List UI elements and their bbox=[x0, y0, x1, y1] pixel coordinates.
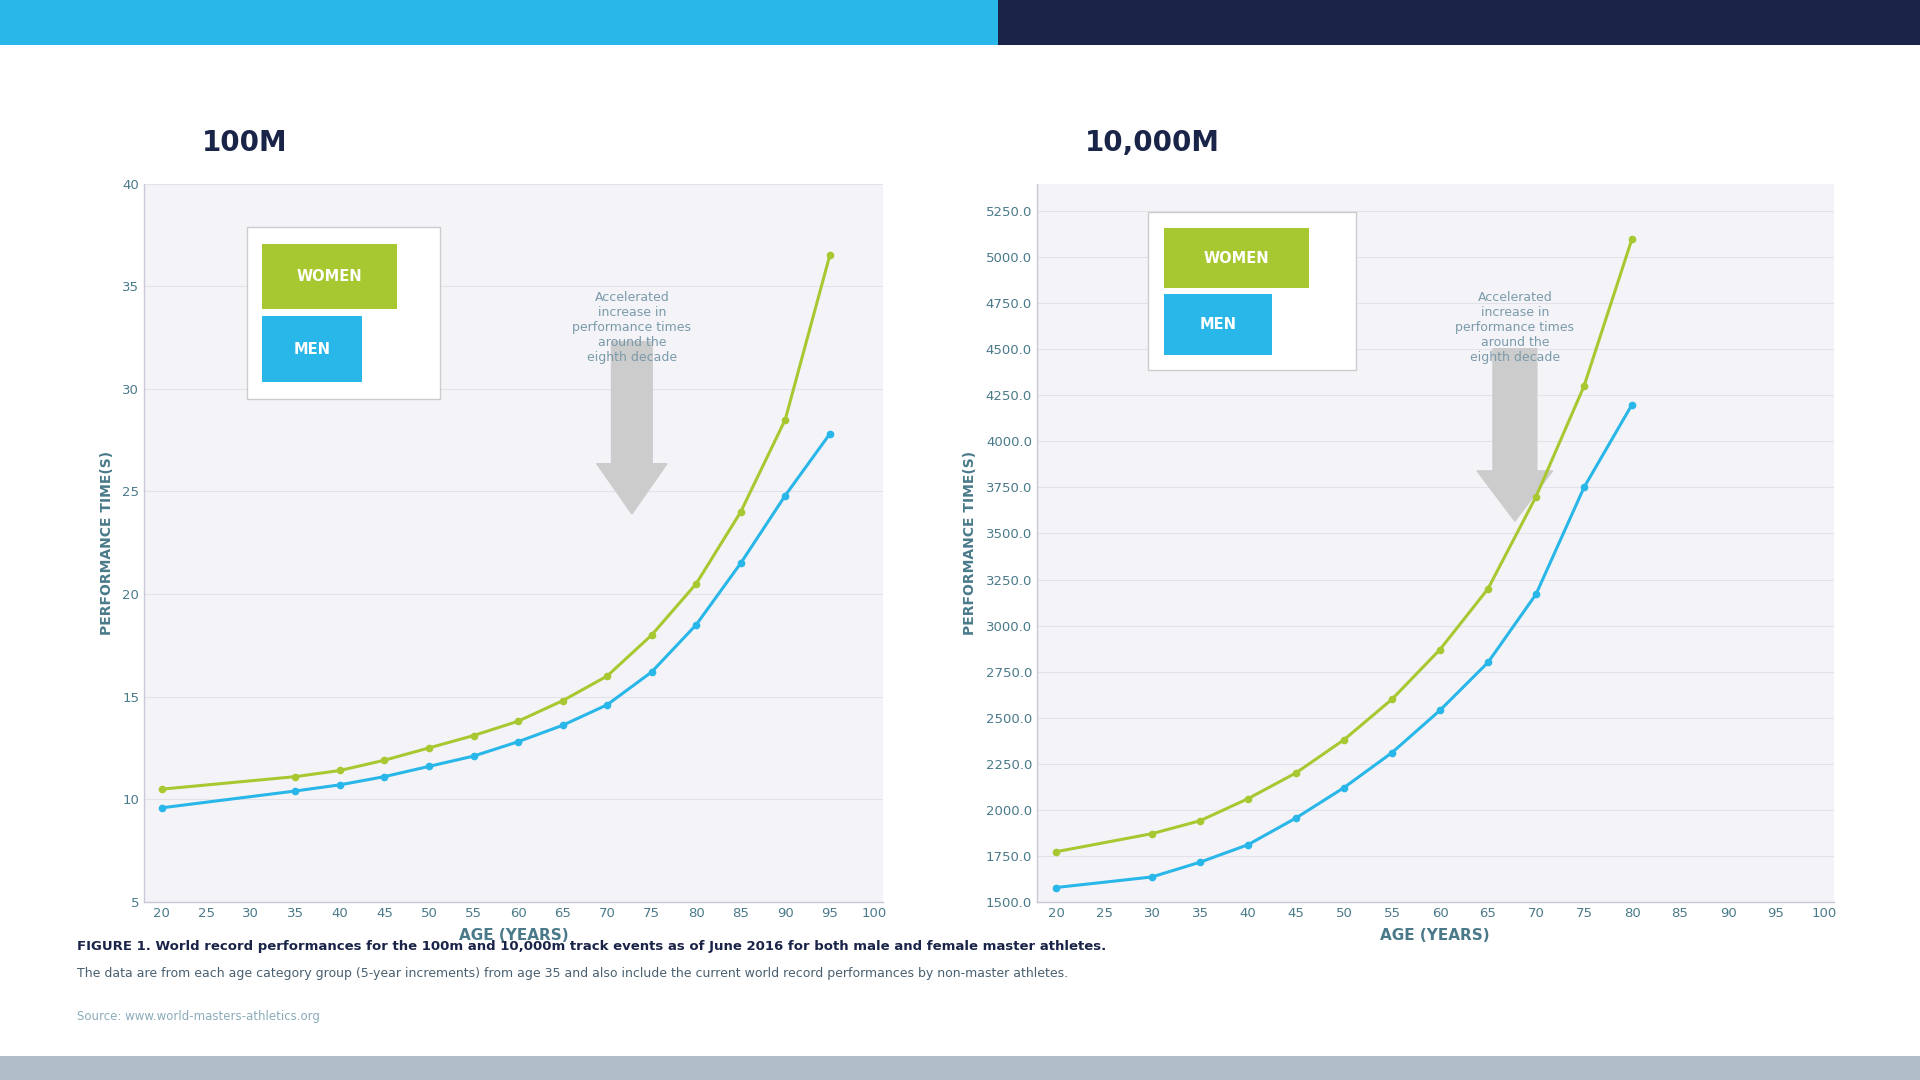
FancyBboxPatch shape bbox=[263, 244, 397, 310]
FancyBboxPatch shape bbox=[248, 227, 440, 399]
Text: FIGURE 1. World record performances for the 100m and 10,000m track events as of : FIGURE 1. World record performances for … bbox=[77, 940, 1106, 953]
Text: MEN: MEN bbox=[1200, 318, 1236, 332]
FancyBboxPatch shape bbox=[1164, 228, 1309, 288]
X-axis label: AGE (YEARS): AGE (YEARS) bbox=[1380, 928, 1490, 943]
Text: WOMEN: WOMEN bbox=[298, 269, 363, 284]
Text: 100M: 100M bbox=[202, 129, 288, 157]
FancyBboxPatch shape bbox=[1164, 295, 1273, 354]
Text: Source: www.world-masters-athletics.org: Source: www.world-masters-athletics.org bbox=[77, 1010, 319, 1023]
Y-axis label: PERFORMANCE TIME(S): PERFORMANCE TIME(S) bbox=[964, 450, 977, 635]
X-axis label: AGE (YEARS): AGE (YEARS) bbox=[459, 928, 568, 943]
FancyArrow shape bbox=[1476, 349, 1553, 522]
Text: Accelerated
increase in
performance times
around the
eighth decade: Accelerated increase in performance time… bbox=[572, 292, 691, 364]
FancyBboxPatch shape bbox=[1148, 213, 1356, 370]
Text: WOMEN: WOMEN bbox=[1204, 251, 1269, 266]
Y-axis label: PERFORMANCE TIME(S): PERFORMANCE TIME(S) bbox=[100, 450, 113, 635]
Text: The data are from each age category group (5-year increments) from age 35 and al: The data are from each age category grou… bbox=[77, 967, 1068, 980]
FancyArrow shape bbox=[597, 341, 666, 514]
Text: 10,000M: 10,000M bbox=[1085, 129, 1219, 157]
Text: Accelerated
increase in
performance times
around the
eighth decade: Accelerated increase in performance time… bbox=[1455, 292, 1574, 364]
Text: MEN: MEN bbox=[294, 341, 330, 356]
FancyBboxPatch shape bbox=[263, 316, 363, 382]
